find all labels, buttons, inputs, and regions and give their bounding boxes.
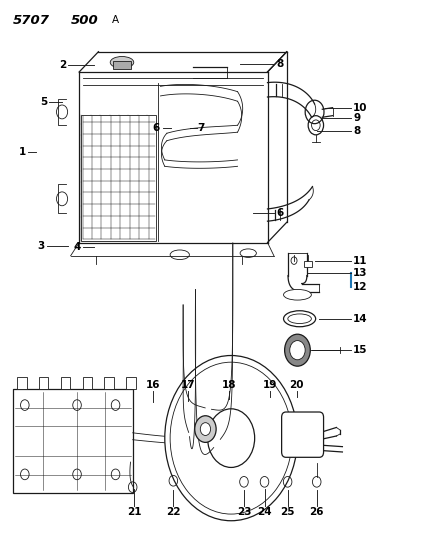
Bar	[81, 115, 156, 241]
Bar	[304, 261, 312, 266]
Circle shape	[195, 416, 216, 442]
Text: 6: 6	[276, 208, 283, 218]
Text: 5707: 5707	[13, 14, 50, 27]
Text: 18: 18	[222, 380, 236, 390]
Text: 20: 20	[289, 380, 304, 390]
Ellipse shape	[165, 356, 297, 521]
Bar	[61, 377, 70, 389]
Ellipse shape	[208, 409, 255, 467]
Text: 7: 7	[198, 123, 205, 133]
Text: 23: 23	[237, 507, 251, 518]
Bar	[126, 377, 136, 389]
Bar	[13, 389, 133, 493]
Ellipse shape	[110, 56, 134, 68]
Text: 14: 14	[353, 314, 368, 324]
Text: 8: 8	[353, 126, 360, 135]
Circle shape	[200, 423, 211, 435]
Text: 24: 24	[257, 507, 272, 518]
Text: 19: 19	[262, 380, 277, 390]
Text: 21: 21	[127, 507, 141, 518]
Bar	[83, 377, 92, 389]
Bar	[113, 61, 131, 69]
Text: 6: 6	[153, 123, 160, 133]
FancyBboxPatch shape	[282, 412, 324, 457]
Text: 2: 2	[59, 60, 66, 70]
Text: 5: 5	[40, 98, 47, 107]
Text: 10: 10	[353, 103, 368, 112]
Circle shape	[285, 334, 310, 366]
Text: 25: 25	[280, 507, 295, 518]
Text: 1: 1	[18, 147, 26, 157]
Bar	[39, 377, 48, 389]
Text: 12: 12	[353, 282, 368, 292]
Circle shape	[290, 341, 305, 360]
Text: 11: 11	[353, 256, 368, 266]
Text: 8: 8	[276, 59, 283, 69]
Text: 17: 17	[181, 380, 196, 390]
Text: 26: 26	[309, 507, 324, 518]
Text: A: A	[112, 15, 119, 25]
Bar	[17, 377, 27, 389]
Text: 16: 16	[146, 380, 160, 390]
Text: 4: 4	[74, 243, 81, 252]
Text: 15: 15	[353, 345, 368, 355]
Text: 13: 13	[353, 268, 368, 278]
Text: 500: 500	[71, 14, 98, 27]
Ellipse shape	[283, 289, 311, 300]
Bar	[104, 377, 114, 389]
Text: 3: 3	[38, 241, 45, 251]
Text: 22: 22	[166, 507, 181, 518]
Text: 9: 9	[353, 114, 360, 123]
